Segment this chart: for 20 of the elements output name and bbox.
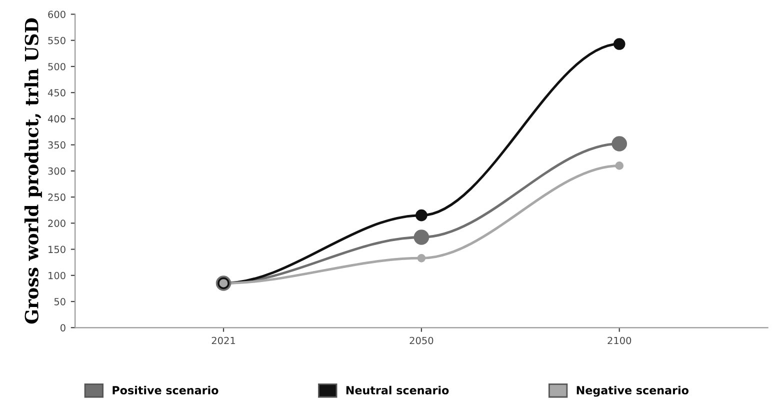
- y-tick-label: 0: [60, 324, 66, 332]
- y-tick-label: 500: [48, 62, 66, 70]
- y-tick-label: 150: [48, 246, 66, 254]
- legend-label: Neutral scenario: [346, 386, 449, 394]
- y-tick-label: 200: [48, 220, 66, 228]
- y-tick-label: 300: [48, 167, 66, 175]
- x-tick-label: 2100: [608, 336, 632, 344]
- legend-label: Negative scenario: [576, 386, 688, 397]
- y-tick-label: 550: [48, 36, 66, 44]
- legend-label: Positive scenario: [112, 386, 218, 394]
- y-tick-label: 400: [48, 115, 66, 123]
- x-tick-label: 2021: [212, 336, 235, 344]
- y-tick-label: 450: [48, 89, 66, 96]
- y-axis-title: Gross world product, trln USD: [24, 18, 42, 324]
- y-tick-label: 50: [54, 298, 66, 306]
- y-tick-label: 100: [48, 272, 66, 280]
- y-tick-label: 600: [48, 10, 66, 18]
- y-tick-label: 250: [48, 194, 66, 201]
- y-tick-label: 350: [48, 141, 66, 149]
- x-tick-label: 2050: [410, 336, 434, 344]
